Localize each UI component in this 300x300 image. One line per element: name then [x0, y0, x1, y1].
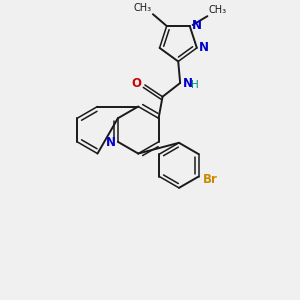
Text: N: N	[199, 41, 209, 54]
Text: H: H	[191, 80, 199, 90]
Text: N: N	[183, 76, 193, 89]
Text: CH₃: CH₃	[134, 3, 152, 13]
Text: N: N	[106, 136, 116, 149]
Text: O: O	[131, 77, 141, 91]
Text: N: N	[192, 20, 202, 32]
Text: CH₃: CH₃	[208, 5, 226, 15]
Text: Br: Br	[202, 173, 217, 186]
